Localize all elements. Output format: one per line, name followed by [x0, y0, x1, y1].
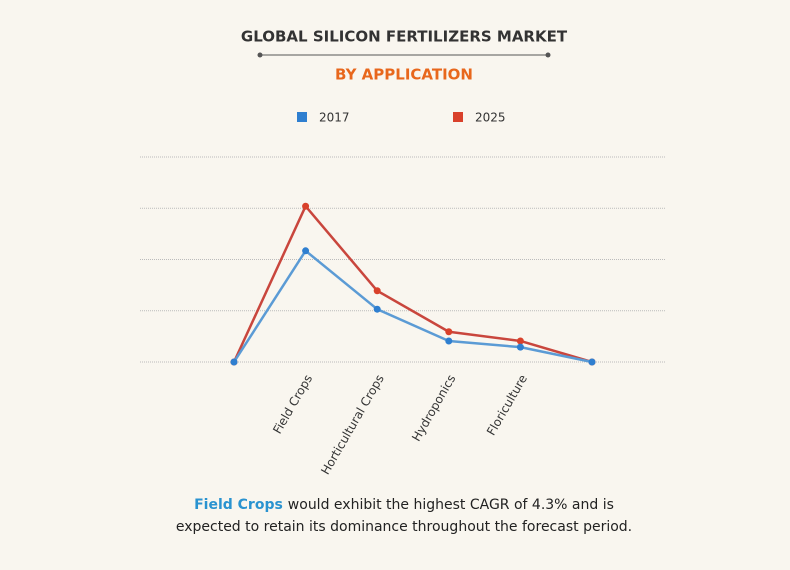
annotation-highlight: Field Crops [194, 497, 283, 513]
chart-title: GLOBAL SILICON FERTILIZERS MARKET [241, 28, 568, 46]
point-marker [302, 247, 310, 255]
series-line [232, 204, 593, 364]
point-marker [230, 358, 238, 366]
legend-swatch [297, 112, 307, 122]
point-marker [373, 305, 381, 313]
point-marker [588, 358, 596, 366]
chart-subtitle: BY APPLICATION [335, 66, 473, 84]
x-tick-label: Field Crops [270, 372, 315, 436]
legend-swatch [453, 112, 463, 122]
legend-label: 2025 [475, 111, 506, 125]
point-marker [302, 202, 310, 210]
legend-label: 2017 [319, 111, 350, 125]
annotation-text: would exhibit the highest CAGR of 4.3% a… [288, 497, 614, 513]
point-marker [516, 343, 524, 351]
x-tick-label: Hydroponics [409, 372, 458, 444]
series-line [232, 249, 593, 364]
x-tick-label: Floriculture [484, 372, 530, 438]
annotation-text: expected to retain its dominance through… [176, 519, 632, 535]
point-marker [373, 287, 381, 295]
point-marker [445, 328, 453, 336]
title-rule-dot [257, 52, 263, 58]
point-marker [516, 337, 524, 345]
title-rule-dot [545, 52, 551, 58]
point-marker [445, 337, 453, 345]
annotation: Field Crops would exhibit the highest CAG… [194, 497, 614, 513]
x-tick-label: Horticultural Crops [318, 372, 387, 477]
